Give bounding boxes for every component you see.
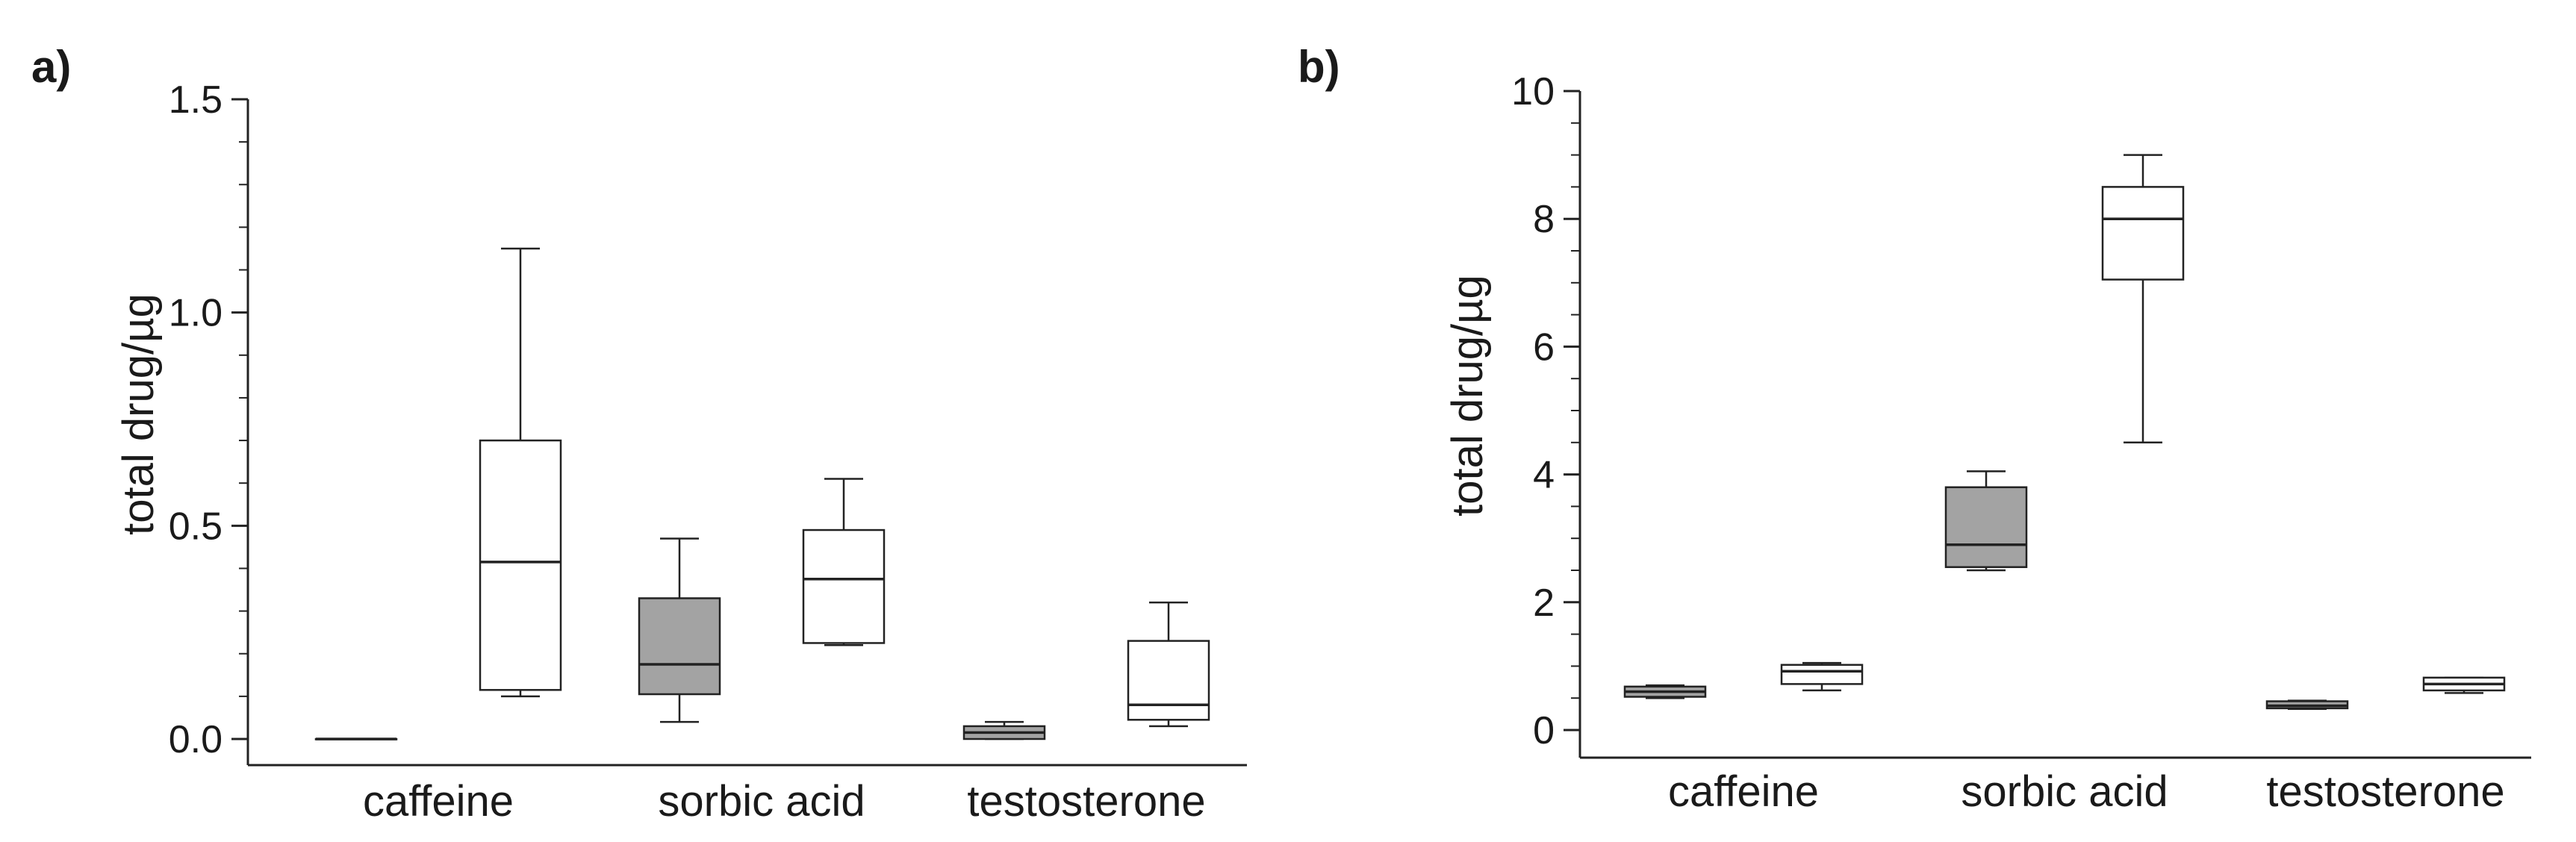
box-grey-testosterone (962, 720, 1046, 740)
category-label: sorbic acid (1961, 767, 2168, 816)
box-white-testosterone (1127, 601, 1210, 728)
y-axis-title: total drug/µg (114, 293, 163, 535)
box-body (479, 439, 562, 691)
category-label: caffeine (1668, 767, 1819, 816)
box-white-sorbic-acid (802, 478, 886, 646)
box-body (802, 528, 886, 644)
box-grey-sorbic-acid (1944, 470, 2028, 572)
box-white-testosterone (2422, 676, 2506, 694)
panel-label: b) (1298, 42, 1340, 92)
panel-label: a) (31, 42, 71, 92)
box-body (1780, 664, 1864, 685)
y-tick-label: 8 (1533, 198, 1555, 241)
y-tick-label: 0 (1533, 709, 1555, 752)
category-label: testosterone (2266, 767, 2504, 816)
box-grey-caffeine (1623, 684, 1707, 699)
box-white-sorbic-acid (2101, 154, 2185, 444)
category-label: caffeine (363, 777, 514, 826)
box-body (1944, 486, 2028, 568)
box-grey-caffeine (314, 737, 398, 740)
panel-a: a) 0.0 0.5 1.0 1.5 total drug/µg caffeine sorbi… (31, 42, 1247, 826)
y-tick-label: 1.5 (169, 78, 223, 122)
y-tick-label: 0.0 (169, 718, 223, 761)
y-tick-label: 6 (1533, 325, 1555, 369)
category-label: testosterone (967, 777, 1205, 826)
box-grey-testosterone (2265, 699, 2349, 711)
y-tick-label: 2 (1533, 581, 1555, 625)
category-label: sorbic acid (658, 777, 865, 826)
y-tick-label: 10 (1511, 70, 1555, 113)
box-body (2101, 186, 2185, 281)
box-white-caffeine (1780, 661, 1864, 692)
box-white-caffeine (479, 247, 562, 698)
panel-b: b) 0 2 4 6 8 10 total drug/µg caffeine sorbic aci… (1298, 42, 2531, 816)
box-body (638, 597, 721, 696)
y-tick-label: 1.0 (169, 292, 223, 335)
y-tick-label: 4 (1533, 454, 1555, 497)
y-axis-title: total drug/µg (1443, 275, 1492, 517)
y-tick-label: 0.5 (169, 505, 223, 548)
box-grey-sorbic-acid (638, 537, 721, 723)
box-body (1127, 640, 1210, 721)
